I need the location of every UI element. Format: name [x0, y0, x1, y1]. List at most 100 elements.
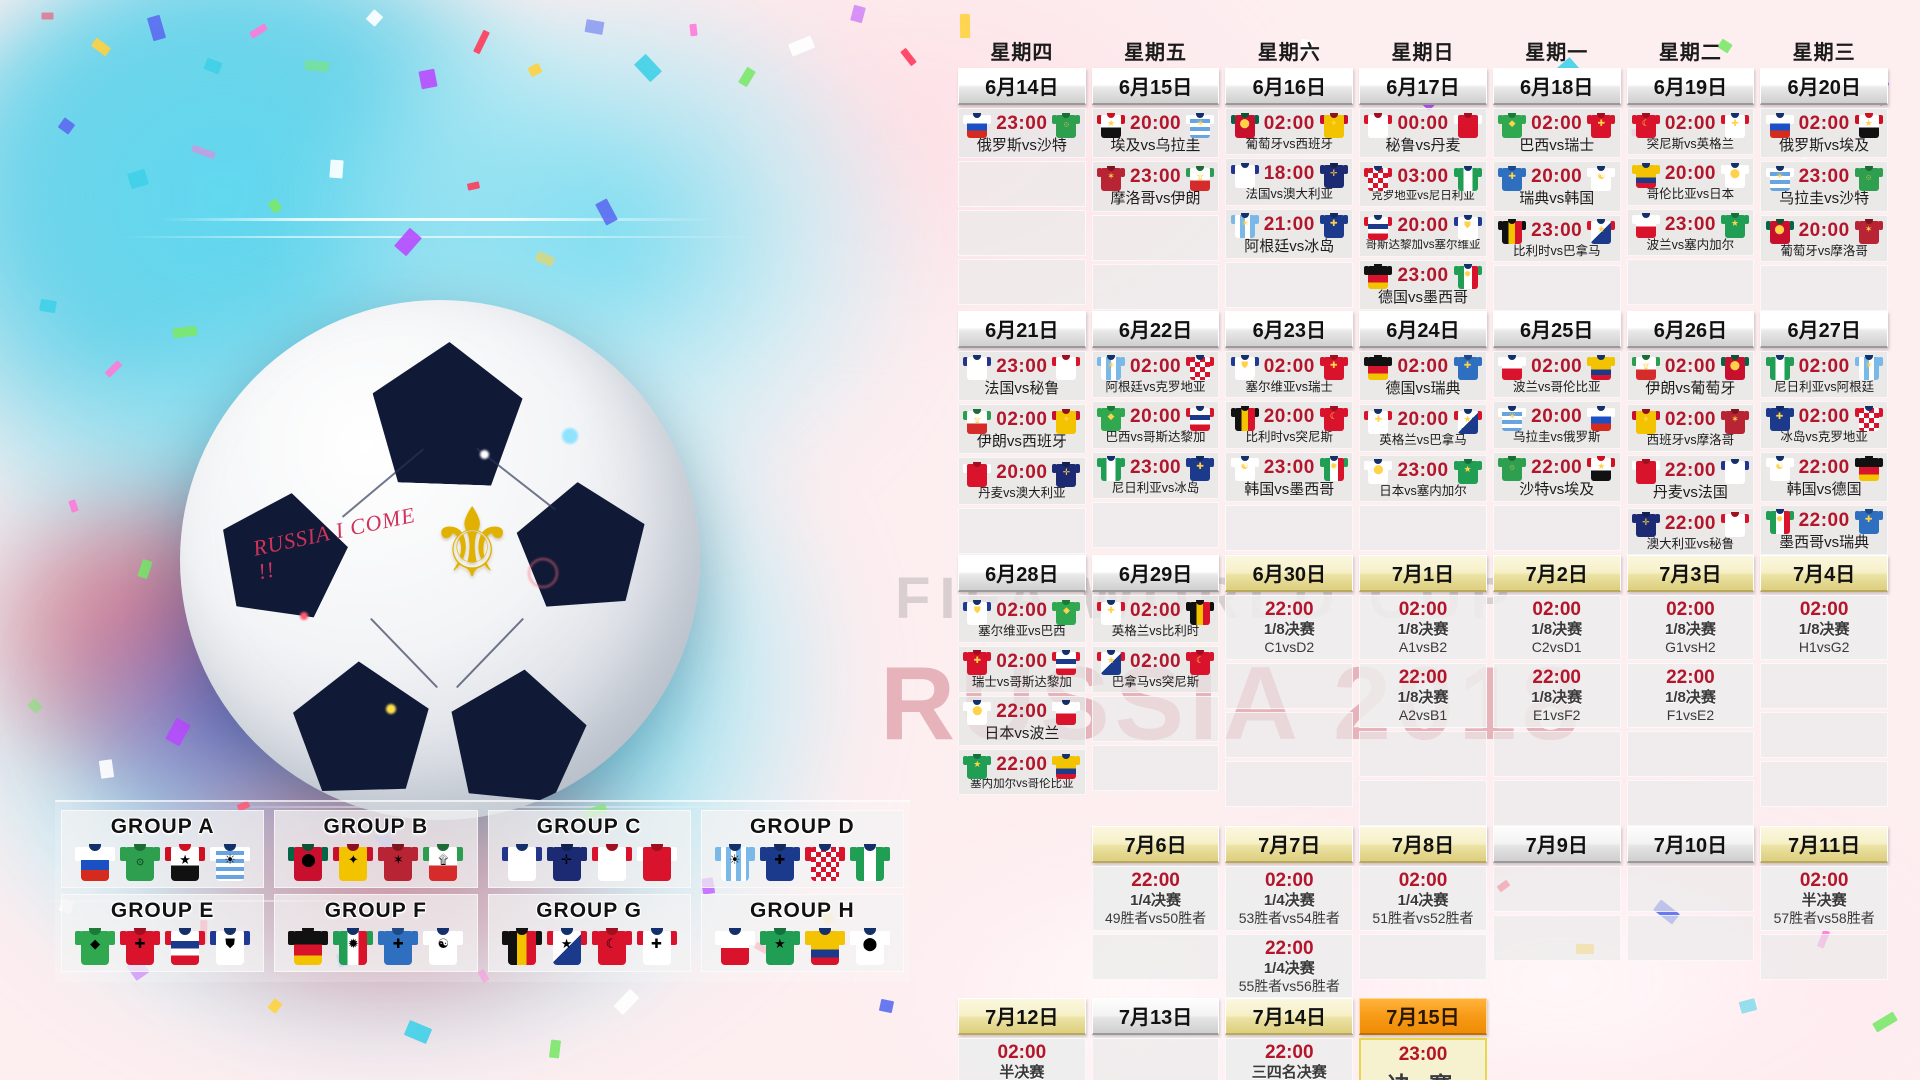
group-match-card[interactable]: ◆ 20:00 巴西vs哥斯达黎加 [1091, 401, 1220, 449]
date-header[interactable]: 6月20日 [1760, 68, 1888, 105]
group-match-card[interactable]: ★ 20:00 ☀ 埃及vs乌拉圭 [1091, 108, 1220, 159]
knockout-match-card[interactable]: 02:00 1/8决赛 C2vsD1 [1492, 595, 1621, 660]
date-header[interactable]: 6月28日 [958, 555, 1086, 593]
date-header[interactable]: 6月24日 [1359, 310, 1487, 348]
date-header[interactable]: 6月29日 [1091, 555, 1220, 593]
group-match-card[interactable]: 20:00 ⬤ 哥伦比亚vs日本 [1626, 158, 1755, 206]
knockout-match-card[interactable]: 22:00 1/8决赛 E1vsF2 [1492, 662, 1621, 728]
group-match-card[interactable]: 02:00 ★ 俄罗斯vs埃及 [1760, 108, 1888, 159]
group-card-e[interactable]: GROUP E ◆ ✚ ⛊ [61, 894, 265, 972]
knockout-match-card[interactable]: 02:00 1/8决赛 H1vsG2 [1760, 595, 1888, 660]
group-match-card[interactable]: ۞ 22:00 ★ 沙特vs埃及 [1492, 451, 1621, 502]
group-match-card[interactable]: ★ 22:00 塞内加尔vs哥伦比亚 [958, 749, 1086, 796]
group-match-card[interactable]: ⬤ 23:00 ★ 日本vs塞内加尔 [1359, 454, 1487, 502]
group-match-card[interactable]: 23:00 ✹ 德国vs墨西哥 [1359, 259, 1487, 310]
knockout-match-card[interactable]: 02:00 半决赛 57胜者vs58胜者 [1760, 865, 1888, 931]
group-match-card[interactable]: 20:00 ☾ 比利时vs突尼斯 [1225, 401, 1354, 449]
date-header[interactable]: 7月1日 [1359, 555, 1487, 593]
date-header[interactable]: 7月9日 [1492, 825, 1621, 863]
knockout-match-card[interactable]: 22:00 1/8决赛 F1vsE2 [1626, 662, 1755, 728]
group-match-card[interactable]: ◆ 02:00 ✚ 巴西vs瑞士 [1492, 108, 1621, 159]
knockout-match-card[interactable]: 02:00半决赛59胜者vs60胜者 [958, 1038, 1086, 1080]
knockout-match-card[interactable]: 22:00 1/4决赛 55胜者vs56胜者 [1225, 933, 1354, 999]
group-match-card[interactable]: 23:00 ★ 比利时vs巴拿马 [1492, 214, 1621, 262]
knockout-match-card[interactable]: 22:00 1/8决赛 A2vsB1 [1359, 662, 1487, 728]
date-header[interactable]: 7月6日 [1091, 825, 1220, 863]
date-header[interactable]: 6月17日 [1359, 68, 1487, 105]
date-header[interactable]: 6月22日 [1091, 310, 1220, 348]
date-header[interactable]: 6月15日 [1091, 68, 1220, 105]
group-match-card[interactable]: ☀ 20:00 乌拉圭vs俄罗斯 [1492, 401, 1621, 449]
date-header[interactable]: 6月18日 [1492, 68, 1621, 105]
group-match-card[interactable]: 00:00 秘鲁vs丹麦 [1359, 108, 1487, 159]
date-header[interactable]: 7月2日 [1492, 555, 1621, 593]
date-header[interactable]: 6月14日 [958, 68, 1086, 105]
group-match-card[interactable]: ☀ 02:00 阿根廷vs克罗地亚 [1091, 350, 1220, 399]
group-card-c[interactable]: GROUP C ✛ [487, 810, 691, 888]
group-card-b[interactable]: GROUP B ⬤ ✦ ✶ ۩ [274, 810, 478, 888]
group-card-g[interactable]: GROUP G ★ ☾ ✚ [487, 894, 691, 972]
knockout-match-card[interactable]: 02:00 1/4决赛 53胜者vs54胜者 [1225, 865, 1354, 931]
group-match-card[interactable]: ⬤ 02:00 ✦ 葡萄牙vs西班牙 [1225, 108, 1354, 156]
date-header[interactable]: 6月16日 [1225, 68, 1354, 105]
group-match-card[interactable]: ✚ 02:00 瑞士vs哥斯达黎加 [958, 645, 1086, 693]
group-match-card[interactable]: ✶ 23:00 ۩ 摩洛哥vs伊朗 [1091, 161, 1220, 212]
date-header[interactable]: 6月21日 [958, 310, 1086, 348]
group-match-card[interactable]: ✦ 02:00 ✶ 西班牙vs摩洛哥 [1626, 404, 1755, 452]
date-header[interactable]: 7月12日 [958, 998, 1086, 1036]
date-header[interactable]: 6月26日 [1626, 310, 1755, 348]
date-header[interactable]: 7月15日 [1359, 998, 1487, 1036]
group-match-card[interactable]: 23:00 ۞ 俄罗斯vs沙特 [958, 108, 1086, 159]
group-match-card[interactable]: ☀ 23:00 ۞ 乌拉圭vs沙特 [1760, 161, 1888, 212]
group-match-card[interactable]: 03:00 克罗地亚vs尼日利亚 [1359, 161, 1487, 208]
group-card-f[interactable]: GROUP F ✹ ✚ ☯ [274, 894, 478, 972]
group-match-card[interactable]: 23:00 ★ 波兰vs塞内加尔 [1626, 208, 1755, 257]
group-match-card[interactable]: 02:00 ☀ 尼日利亚vs阿根廷 [1760, 350, 1888, 399]
group-card-h[interactable]: GROUP H ★ ⬤ [700, 894, 904, 972]
group-match-card[interactable]: ⛊ 02:00 ✚ 塞尔维亚vs瑞士 [1225, 350, 1354, 399]
date-header[interactable]: 7月10日 [1626, 825, 1755, 863]
date-header[interactable]: 6月25日 [1492, 310, 1621, 348]
group-match-card[interactable]: ⛊ 02:00 ◆ 塞尔维亚vs巴西 [958, 595, 1086, 643]
group-match-card[interactable]: ✚ 20:00 ☯ 瑞典vs韩国 [1492, 161, 1621, 212]
group-match-card[interactable]: ⬤ 22:00 日本vs波兰 [958, 695, 1086, 747]
group-match-card[interactable]: ☯ 22:00 韩国vs德国 [1760, 451, 1888, 502]
date-header[interactable]: 7月14日 [1225, 998, 1354, 1036]
date-header[interactable]: 7月13日 [1091, 998, 1220, 1036]
date-header[interactable]: 6月30日 [1225, 555, 1354, 593]
group-match-card[interactable]: ☯ 23:00 ✹ 韩国vs墨西哥 [1225, 451, 1354, 502]
group-match-card[interactable]: 20:00 ⛊ 哥斯达黎加vs塞尔维亚 [1359, 210, 1487, 257]
group-match-card[interactable]: 20:00 ✛ 丹麦vs澳大利亚 [958, 457, 1086, 505]
date-header[interactable]: 6月19日 [1626, 68, 1755, 105]
knockout-match-card[interactable]: 02:00 1/8决赛 A1vsB2 [1359, 595, 1487, 660]
date-header[interactable]: 7月8日 [1359, 825, 1487, 863]
date-header[interactable]: 7月4日 [1760, 555, 1888, 593]
date-header[interactable]: 6月27日 [1760, 310, 1888, 348]
group-match-card[interactable]: 23:00 法国vs秘鲁 [958, 350, 1086, 402]
date-header[interactable]: 7月3日 [1626, 555, 1755, 593]
date-header[interactable]: 7月11日 [1760, 825, 1888, 863]
group-match-card[interactable]: 18:00 ✛ 法国vs澳大利亚 [1225, 158, 1354, 206]
knockout-match-card[interactable]: 02:00 1/4决赛 51胜者vs52胜者 [1359, 865, 1487, 931]
group-match-card[interactable]: ۩ 02:00 ✦ 伊朗vs西班牙 [958, 404, 1086, 455]
group-match-card[interactable]: ⬤ 20:00 ✶ 葡萄牙vs摩洛哥 [1760, 214, 1888, 262]
group-match-card[interactable]: 02:00 波兰vs哥伦比亚 [1492, 350, 1621, 399]
knockout-match-card[interactable]: 02:00 1/8决赛 G1vsH2 [1626, 595, 1755, 660]
group-match-card[interactable]: ☾ 02:00 ✚ 突尼斯vs英格兰 [1626, 108, 1755, 156]
group-match-card[interactable]: ☀ 21:00 ✚ 阿根廷vs冰岛 [1225, 208, 1354, 259]
group-match-card[interactable]: 22:00 丹麦vs法国 [1626, 454, 1755, 505]
group-match-card[interactable]: 02:00 ✚ 德国vs瑞典 [1359, 350, 1487, 402]
group-match-card[interactable]: ۩ 02:00 ⬤ 伊朗vs葡萄牙 [1626, 350, 1755, 402]
date-header[interactable]: 7月7日 [1225, 825, 1354, 863]
group-match-card[interactable]: ✛ 22:00 澳大利亚vs秘鲁 [1626, 507, 1755, 556]
date-header[interactable]: 6月23日 [1225, 310, 1354, 348]
knockout-match-card[interactable]: 22:00 1/8决赛 C1vsD2 [1225, 595, 1354, 660]
group-match-card[interactable]: ✹ 22:00 ✚ 墨西哥vs瑞典 [1760, 504, 1888, 556]
group-card-a[interactable]: GROUP A ۞ ★ ☀ [61, 810, 265, 888]
knockout-match-card[interactable]: 22:00三四名决赛61负者vs62负者 [1225, 1038, 1354, 1080]
group-match-card[interactable]: 23:00 ✚ 尼日利亚vs冰岛 [1091, 451, 1220, 499]
knockout-match-card[interactable]: 22:00 1/4决赛 49胜者vs50胜者 [1091, 865, 1220, 931]
group-match-card[interactable]: ★ 02:00 ☾ 巴拿马vs突尼斯 [1091, 645, 1220, 693]
final-match-card[interactable]: 23:00决 赛 [1359, 1038, 1487, 1080]
group-match-card[interactable]: ✚ 20:00 ★ 英格兰vs巴拿马 [1359, 404, 1487, 452]
